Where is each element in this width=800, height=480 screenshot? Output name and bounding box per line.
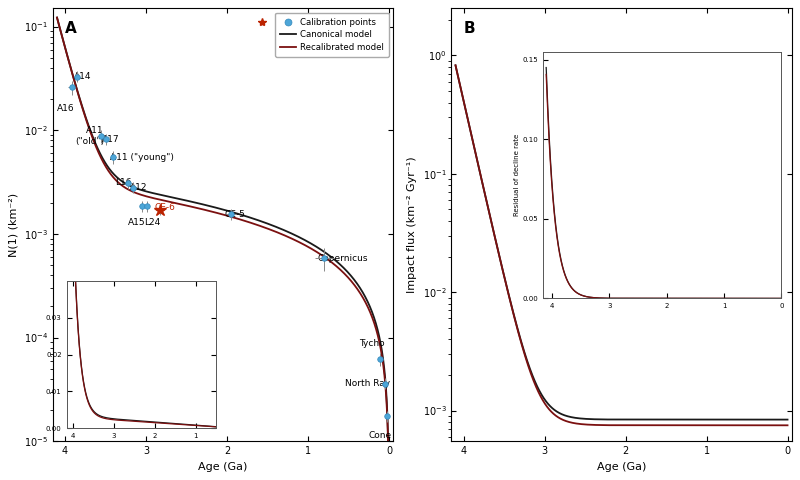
Text: A11 ("young"): A11 ("young") xyxy=(110,153,174,162)
Text: A17: A17 xyxy=(102,135,120,144)
Text: CE-6: CE-6 xyxy=(154,203,175,212)
X-axis label: Age (Ga): Age (Ga) xyxy=(597,462,646,472)
Text: CE-5: CE-5 xyxy=(225,210,246,219)
Legend: Calibration points, Canonical model, Recalibrated model: Calibration points, Canonical model, Rec… xyxy=(275,12,389,57)
Text: A11
("old"): A11 ("old") xyxy=(75,126,104,146)
Text: A: A xyxy=(65,21,77,36)
Text: Cone: Cone xyxy=(369,431,392,440)
Text: L24: L24 xyxy=(144,218,160,227)
Y-axis label: Impact flux (km⁻² Gyr⁻¹): Impact flux (km⁻² Gyr⁻¹) xyxy=(407,156,417,293)
Text: A15: A15 xyxy=(128,218,146,227)
X-axis label: Age (Ga): Age (Ga) xyxy=(198,462,248,472)
Text: B: B xyxy=(463,21,475,36)
Text: L16: L16 xyxy=(115,179,131,188)
Text: Copernicus: Copernicus xyxy=(318,254,368,263)
Text: North Ray: North Ray xyxy=(345,379,390,388)
Text: A12: A12 xyxy=(130,183,147,192)
Y-axis label: N(1) (km⁻²): N(1) (km⁻²) xyxy=(8,193,18,257)
Text: A16: A16 xyxy=(57,104,75,113)
Text: A14: A14 xyxy=(74,72,91,81)
Text: Tycho: Tycho xyxy=(359,339,385,348)
